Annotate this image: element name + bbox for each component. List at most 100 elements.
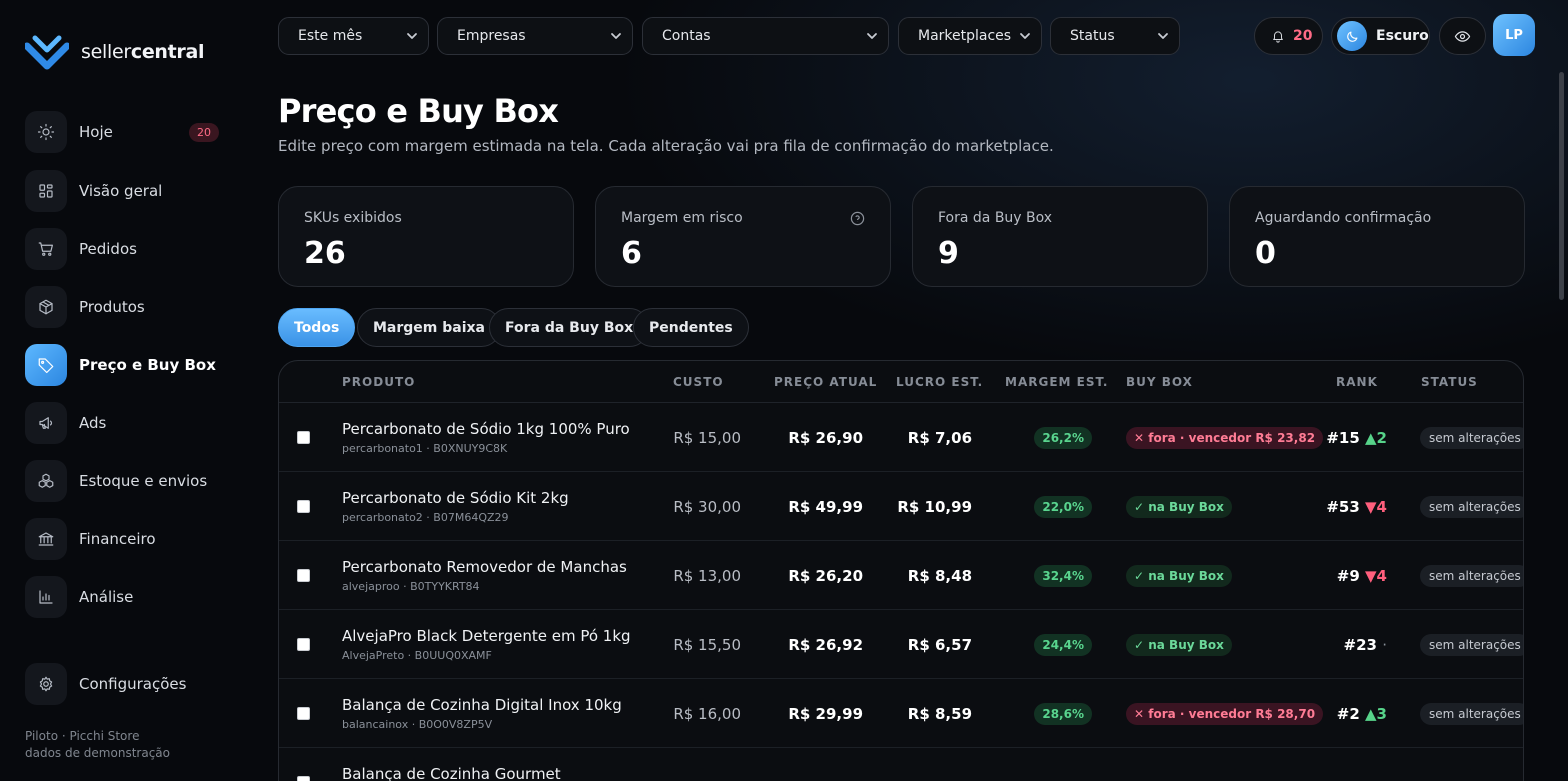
- accounts-filter[interactable]: Contas: [642, 17, 889, 55]
- buybox-badge: ✕ fora · vencedor R$ 23,82: [1126, 427, 1324, 449]
- margin-badge: 32,4%: [1034, 565, 1092, 587]
- price-value[interactable]: R$ 26,90: [788, 429, 863, 447]
- table-row[interactable]: Percarbonato de Sódio Kit 2kg percarbonat…: [279, 472, 1523, 541]
- row-checkbox[interactable]: [297, 500, 310, 513]
- row-checkbox[interactable]: [297, 776, 310, 781]
- sidebar-item-produtos[interactable]: Produtos: [25, 286, 225, 328]
- stat-label: Aguardando confirmação: [1255, 210, 1432, 226]
- col-header-profit: LUCRO EST.: [896, 375, 984, 389]
- rank-delta: ▲3: [1365, 705, 1387, 723]
- col-header-price: PREÇO ATUAL: [774, 375, 878, 389]
- moon-icon: [1337, 21, 1367, 51]
- price-value[interactable]: R$ 26,20: [788, 567, 863, 585]
- chevron-down-icon: [867, 33, 877, 39]
- price-value[interactable]: R$ 49,99: [788, 498, 863, 516]
- stat-value: 9: [938, 236, 959, 271]
- theme-toggle[interactable]: Escuro: [1331, 17, 1430, 55]
- products-table: PRODUTO CUSTO PREÇO ATUAL LUCRO EST. MAR…: [278, 360, 1524, 781]
- brand-name: sellercentral: [81, 41, 205, 63]
- status-badge: sem alterações: [1420, 703, 1523, 725]
- tab-fora-buy-box[interactable]: Fora da Buy Box: [489, 308, 650, 347]
- rank-number: #23: [1343, 636, 1377, 654]
- table-row[interactable]: Percarbonato Removedor de Manchas alvejap…: [279, 541, 1523, 610]
- stat-card-out-buybox: Fora da Buy Box 9: [912, 186, 1208, 287]
- table-row[interactable]: AlvejaPro Black Detergente em Pó 1kg Alve…: [279, 610, 1523, 679]
- row-checkbox[interactable]: [297, 638, 310, 651]
- status-badge: sem alterações: [1420, 565, 1523, 587]
- chevron-down-icon: [1158, 33, 1168, 39]
- price-value[interactable]: R$ 26,92: [788, 636, 863, 654]
- margin-badge: 22,0%: [1034, 496, 1092, 518]
- notifications-count: 20: [1293, 28, 1313, 44]
- chevron-down-icon: [611, 33, 621, 39]
- product-name[interactable]: Balança de Cozinha Digital Inox 10kg: [342, 696, 622, 714]
- rank-value: #9 ▼4: [1337, 567, 1387, 585]
- sidebar-item-financeiro[interactable]: Financeiro: [25, 518, 225, 560]
- stat-label: SKUs exibidos: [304, 210, 402, 226]
- product-sku: alvejaproo · B0TYYKRT84: [342, 580, 480, 593]
- sidebar-item-configuracoes[interactable]: Configurações: [25, 663, 225, 705]
- companies-filter[interactable]: Empresas: [437, 17, 633, 55]
- profit-value: R$ 7,06: [907, 429, 972, 447]
- col-header-rank: RANK: [1336, 375, 1378, 389]
- rank-number: #9: [1336, 567, 1360, 585]
- stat-card-skus: SKUs exibidos 26: [278, 186, 574, 287]
- row-checkbox[interactable]: [297, 707, 310, 720]
- product-sku: AlvejaPreto · B0UUQ0XAMF: [342, 649, 492, 662]
- scrollbar[interactable]: [1559, 72, 1564, 300]
- period-filter[interactable]: Este mês: [278, 17, 429, 55]
- brand-logo[interactable]: sellercentral: [25, 32, 205, 72]
- margin-badge: 24,4%: [1034, 634, 1092, 656]
- row-checkbox[interactable]: [297, 431, 310, 444]
- buybox-badge: ✓ na Buy Box: [1126, 565, 1232, 587]
- status-badge: sem alterações: [1420, 496, 1523, 518]
- profit-value: R$ 6,57: [907, 636, 972, 654]
- row-checkbox[interactable]: [297, 569, 310, 582]
- rank-delta: ▲2: [1365, 429, 1387, 447]
- col-header-cost: CUSTO: [673, 375, 724, 389]
- cost-value: R$ 15,50: [673, 636, 741, 654]
- chevron-down-icon: [1020, 33, 1030, 39]
- status-filter[interactable]: Status: [1050, 17, 1180, 55]
- product-name[interactable]: AlvejaPro Black Detergente em Pó 1kg: [342, 627, 631, 645]
- help-icon[interactable]: [850, 211, 865, 226]
- rank-delta: ·: [1382, 636, 1387, 654]
- sidebar-item-ads[interactable]: Ads: [25, 402, 225, 444]
- avatar[interactable]: LP: [1493, 14, 1535, 56]
- rank-delta: ▼4: [1365, 567, 1387, 585]
- demo-note: dados de demonstração: [25, 746, 170, 760]
- sidebar-item-pedidos[interactable]: Pedidos: [25, 228, 225, 270]
- theme-label: Escuro: [1376, 28, 1429, 44]
- tab-pendentes[interactable]: Pendentes: [633, 308, 749, 347]
- sidebar-footer: Piloto · Picchi Store dados de demonstra…: [25, 728, 170, 762]
- table-row[interactable]: Percarbonato de Sódio 1kg 100% Puro perca…: [279, 403, 1523, 472]
- product-name[interactable]: Percarbonato de Sódio 1kg 100% Puro: [342, 420, 630, 438]
- sidebar-item-label: Pedidos: [79, 240, 137, 258]
- margin-badge: 28,6%: [1034, 703, 1092, 725]
- visibility-button[interactable]: [1439, 17, 1486, 55]
- tab-margem-baixa[interactable]: Margem baixa: [357, 308, 502, 347]
- table-header: PRODUTO CUSTO PREÇO ATUAL LUCRO EST. MAR…: [279, 361, 1523, 403]
- product-name[interactable]: Percarbonato de Sódio Kit 2kg: [342, 489, 569, 507]
- filter-label: Marketplaces: [918, 28, 1012, 44]
- buybox-badge: ✓ na Buy Box: [1126, 634, 1232, 656]
- sidebar-item-preco-buy-box[interactable]: Preço e Buy Box: [25, 344, 225, 386]
- sidebar-item-analise[interactable]: Análise: [25, 576, 225, 618]
- product-name[interactable]: Percarbonato Removedor de Manchas: [342, 558, 627, 576]
- tab-todos[interactable]: Todos: [278, 308, 356, 347]
- table-row[interactable]: Balança de Cozinha Digital Inox 10kg bala…: [279, 679, 1523, 748]
- tag-icon: [25, 344, 67, 386]
- box-icon: [25, 286, 67, 328]
- notifications-button[interactable]: 20: [1254, 17, 1323, 55]
- sidebar-item-visao-geral[interactable]: Visão geral: [25, 170, 225, 212]
- sidebar-item-hoje[interactable]: Hoje 20: [25, 111, 225, 153]
- profit-value: R$ 8,59: [907, 705, 972, 723]
- rank-value: #2 ▲3: [1337, 705, 1387, 723]
- sidebar-item-estoque-envios[interactable]: Estoque e envios: [25, 460, 225, 502]
- table-row[interactable]: Balança de Cozinha Gourmet: [279, 748, 1523, 781]
- product-name[interactable]: Balança de Cozinha Gourmet: [342, 765, 561, 781]
- product-sku: percarbonato1 · B0XNUY9C8K: [342, 442, 508, 455]
- rank-value: #23 ·: [1344, 636, 1387, 654]
- price-value[interactable]: R$ 29,99: [788, 705, 863, 723]
- marketplaces-filter[interactable]: Marketplaces: [898, 17, 1042, 55]
